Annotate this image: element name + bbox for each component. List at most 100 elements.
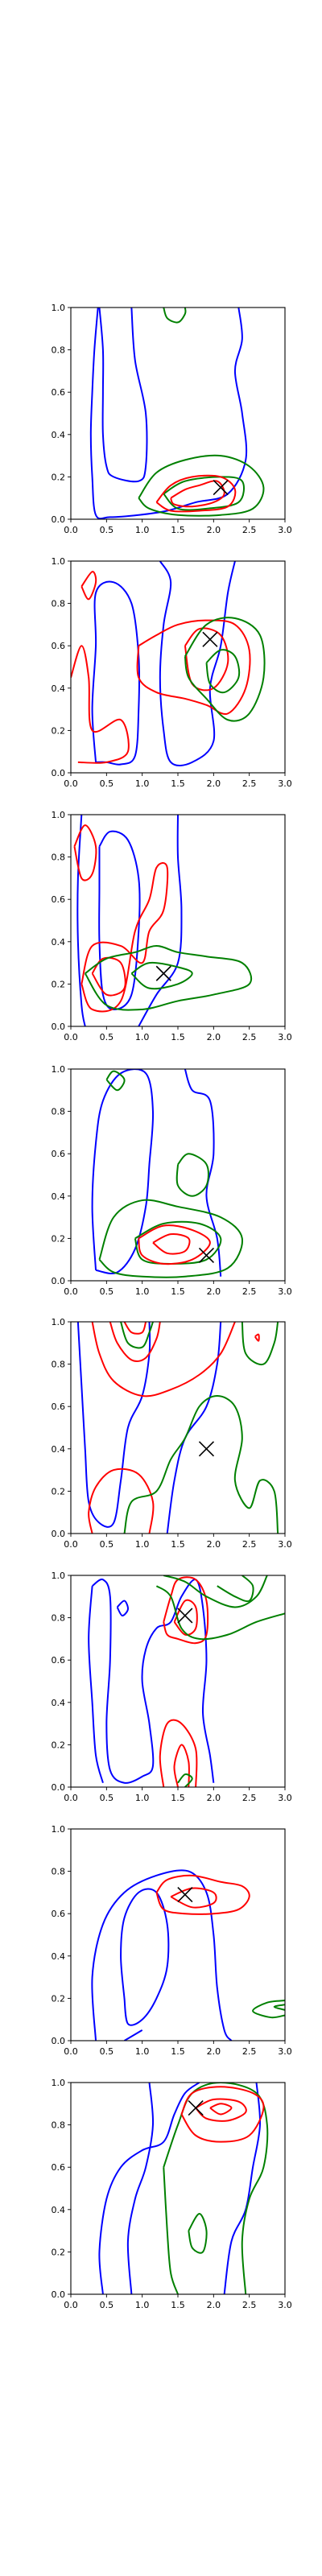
x-tick-label: 1.0 <box>135 2046 150 2057</box>
y-tick-label: 0.2 <box>52 1740 66 1750</box>
x-tick-label: 0.0 <box>64 1286 78 1297</box>
blue-contour-line <box>223 2083 262 2294</box>
x-tick-label: 1.0 <box>135 778 150 789</box>
contour-group <box>98 2083 269 2294</box>
y-tick-label: 0.4 <box>52 430 66 440</box>
x-tick-label: 2.5 <box>242 1032 257 1042</box>
x-tick-label: 0.5 <box>100 1286 114 1297</box>
y-tick-label: 0.2 <box>52 2247 66 2257</box>
blue-contour-line <box>91 1869 233 2041</box>
red-contour-line <box>152 1232 191 1255</box>
x-tick-label: 0.5 <box>100 778 114 789</box>
blue-contour-line <box>159 561 236 766</box>
x-tick-label: 2.0 <box>207 1286 221 1297</box>
green-contour-line <box>205 649 241 694</box>
y-tick-label: 0.4 <box>52 1191 66 1202</box>
y-tick-label: 0.4 <box>52 1698 66 1708</box>
x-tick-label: 1.0 <box>135 525 150 535</box>
y-tick-label: 0.2 <box>52 1233 66 1244</box>
red-contour-line <box>80 861 169 1013</box>
y-tick-label: 0.0 <box>52 2289 66 2300</box>
blue-contour-line <box>91 1069 155 1274</box>
red-contour-line <box>195 2098 247 2122</box>
blue-contour-line <box>76 815 86 1026</box>
x-tick-label: 1.5 <box>171 2300 185 2310</box>
red-contour-line <box>109 1322 161 1363</box>
contour-group <box>91 1869 285 2041</box>
red-contour-line <box>155 474 237 513</box>
x-marker <box>198 1247 215 1264</box>
x-tick-label: 1.5 <box>171 525 185 535</box>
contour-group <box>73 815 253 1026</box>
contour-group <box>89 308 265 519</box>
red-contour-line <box>88 1468 155 1534</box>
y-tick-label: 0.6 <box>52 1402 66 1412</box>
red-contour-line <box>155 1874 250 1915</box>
blue-contour-line <box>98 2083 200 2294</box>
green-contour-line <box>163 1575 268 1608</box>
x-tick-label: 1.0 <box>135 1286 150 1297</box>
x-tick-label: 3.0 <box>278 1286 292 1297</box>
contour-group <box>91 1069 243 1278</box>
blue-contour-line <box>123 2029 143 2041</box>
x-tick-label: 2.5 <box>242 1539 257 1550</box>
y-tick-label: 0.0 <box>52 2036 66 2046</box>
red-contour-line <box>209 2103 233 2116</box>
contour-group <box>76 1322 279 1534</box>
y-tick-label: 1.0 <box>52 1824 66 1835</box>
x-tick-label: 2.0 <box>207 2046 221 2057</box>
x-tick-label: 3.0 <box>278 1793 292 1803</box>
y-tick-label: 0.8 <box>52 1107 66 1117</box>
y-tick-label: 0.0 <box>52 768 66 778</box>
axes-frame <box>70 1828 286 2041</box>
red-contour-line <box>163 1576 209 1645</box>
red-contour-line <box>91 956 126 997</box>
x-tick-label: 0.0 <box>64 778 78 789</box>
red-contour-line <box>254 1333 260 1342</box>
blue-contour-line <box>89 308 248 519</box>
contour-group <box>71 561 266 766</box>
green-contour-line <box>138 454 265 517</box>
y-tick-label: 0.4 <box>52 1444 66 1455</box>
y-tick-label: 0.4 <box>52 683 66 694</box>
red-contour-line <box>159 1719 198 1787</box>
green-contour-line <box>273 2004 285 2011</box>
red-contour-line <box>123 1322 147 1335</box>
green-contour-line <box>177 1773 193 1787</box>
x-tick-label: 3.0 <box>278 1539 292 1550</box>
y-tick-label: 0.8 <box>52 852 66 863</box>
x-tick-label: 2.0 <box>207 2300 221 2310</box>
y-tick-label: 0.6 <box>52 1149 66 1159</box>
blue-contour-line <box>98 830 141 1010</box>
red-contour-line <box>138 1224 211 1265</box>
x-tick-label: 0.5 <box>100 1539 114 1550</box>
y-tick-label: 0.8 <box>52 1613 66 1624</box>
x-tick-label: 0.5 <box>100 1032 114 1042</box>
axes-frame <box>70 560 286 774</box>
green-contour-line <box>175 1153 209 1197</box>
red-contour-line <box>170 1887 217 1909</box>
x-tick-label: 2.5 <box>242 778 257 789</box>
x-tick-label: 0.5 <box>100 2300 114 2310</box>
y-tick-label: 1.0 <box>52 1064 66 1075</box>
x-tick-label: 2.0 <box>207 778 221 789</box>
x-tick-label: 1.5 <box>171 778 185 789</box>
blue-contour-line <box>116 1600 129 1616</box>
green-contour-line <box>130 961 193 990</box>
blue-contour-line <box>76 1322 151 1528</box>
green-contour-line <box>84 945 253 1011</box>
green-contour-line <box>155 1585 285 1641</box>
x-tick-label: 1.0 <box>135 1793 150 1803</box>
chart-panel-4: 0.0 0.5 1.0 1.5 2.0 2.5 3.0 0.0 0.2 0.4 0.6 0.8 1.0 <box>52 1064 292 1297</box>
x-tick-label: 2.5 <box>242 1286 257 1297</box>
x-marker <box>198 1441 215 1457</box>
y-tick-label: 0.2 <box>52 1486 66 1496</box>
blue-contour-line <box>91 580 141 766</box>
chart-panel-3: 0.0 0.5 1.0 1.5 2.0 2.5 3.0 0.0 0.2 0.4 0.6 0.8 1.0 <box>52 810 292 1042</box>
y-tick-label: 0.8 <box>52 345 66 356</box>
red-contour-line <box>91 1322 236 1397</box>
red-contour-line <box>173 1599 198 1636</box>
x-tick-label: 2.5 <box>242 2300 257 2310</box>
chart-panel-2: 0.0 0.5 1.0 1.5 2.0 2.5 3.0 0.0 0.2 0.4 0.6 0.8 1.0 <box>52 556 292 789</box>
